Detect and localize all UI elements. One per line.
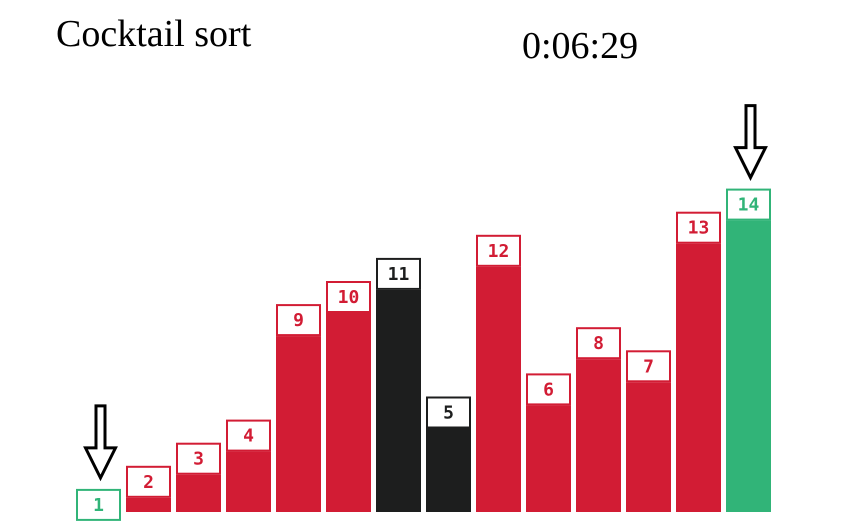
- bar-value-label: 14: [738, 195, 760, 216]
- bar-value-label: 12: [488, 241, 510, 262]
- bar-value-label: 3: [193, 449, 204, 470]
- bar-fill: [176, 474, 221, 512]
- bar-label-box: [176, 442, 221, 475]
- bar-fill: [676, 243, 721, 512]
- bar-fill: [726, 220, 771, 512]
- bar-label-box: [476, 234, 521, 267]
- bar-label-box: [126, 465, 171, 498]
- bar-value-label: 6: [543, 379, 554, 400]
- bar-fill: [326, 313, 371, 512]
- bar-value-label: 7: [643, 356, 654, 377]
- bar-value-label: 4: [243, 426, 254, 447]
- elapsed-timer: 0:06:29: [522, 25, 639, 67]
- bar-fill: [376, 289, 421, 512]
- bar-value-label: 9: [293, 310, 304, 331]
- bar-value-label: 2: [143, 472, 154, 493]
- bar-value-label: 10: [338, 287, 360, 308]
- bar-label-box: [526, 373, 571, 406]
- bar-label-box: [626, 350, 671, 383]
- bar-fill: [476, 266, 521, 512]
- bar-10: 10: [326, 281, 371, 512]
- bar-11: 11: [376, 257, 421, 512]
- bar-fill: [226, 451, 271, 512]
- bar-label-box: [226, 419, 271, 452]
- bar-fill: [526, 405, 571, 512]
- bar-8: 8: [576, 327, 621, 512]
- bar-label-box: [576, 327, 621, 360]
- bar-label-box: [426, 396, 471, 429]
- algorithm-title: Cocktail sort: [56, 13, 252, 55]
- bar-fill: [626, 382, 671, 512]
- bar-14: 14: [726, 188, 771, 512]
- bar-label-box: [276, 304, 321, 337]
- bar-3: 3: [176, 442, 221, 512]
- right-pointer-arrow-icon: [733, 104, 768, 181]
- bar-label-box: [376, 257, 421, 290]
- bar-label-box: [76, 488, 121, 521]
- bar-value-label: 11: [388, 264, 410, 285]
- bar-fill: [426, 428, 471, 512]
- bar-fill: [126, 497, 171, 512]
- bar-fill: [276, 336, 321, 512]
- bar-7: 7: [626, 350, 671, 512]
- bar-label-box: [726, 188, 771, 221]
- bar-4: 4: [226, 419, 271, 512]
- bar-value-label: 5: [443, 403, 454, 424]
- bar-2: 2: [126, 465, 171, 512]
- bar-5: 5: [426, 396, 471, 512]
- bar-1: 1: [76, 488, 121, 521]
- bar-value-label: 13: [688, 218, 710, 239]
- bar-value-label: 8: [593, 333, 604, 354]
- bar-9: 9: [276, 304, 321, 512]
- left-pointer-arrow-icon: [83, 404, 118, 482]
- bar-label-box: [676, 211, 721, 244]
- bar-12: 12: [476, 234, 521, 512]
- bar-value-label: 1: [93, 495, 104, 516]
- bar-fill: [576, 359, 621, 512]
- bar-6: 6: [526, 373, 571, 512]
- bar-label-box: [326, 281, 371, 313]
- bar-13: 13: [676, 211, 721, 512]
